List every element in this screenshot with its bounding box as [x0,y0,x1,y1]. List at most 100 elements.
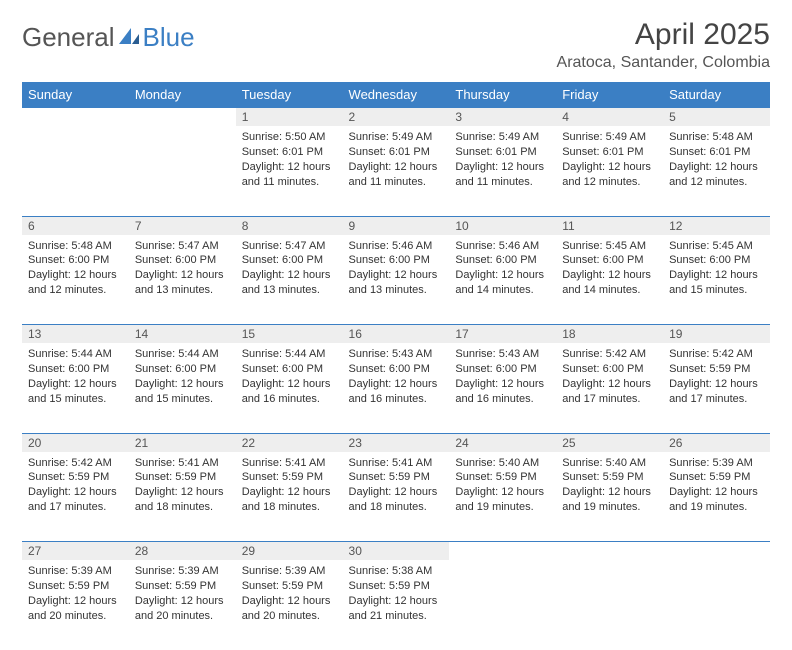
sunset-line: Sunset: 6:00 PM [562,253,657,268]
day-cell: Sunrise: 5:46 AMSunset: 6:00 PMDaylight:… [449,235,556,325]
day-cell: Sunrise: 5:46 AMSunset: 6:00 PMDaylight:… [343,235,450,325]
day-content: Sunrise: 5:42 AMSunset: 5:59 PMDaylight:… [22,452,129,523]
sunrise-line: Sunrise: 5:39 AM [242,564,337,579]
day-cell: Sunrise: 5:41 AMSunset: 5:59 PMDaylight:… [236,452,343,542]
sunrise-line: Sunrise: 5:40 AM [562,456,657,471]
day-number-cell: 12 [663,216,770,235]
day-cell: Sunrise: 5:43 AMSunset: 6:00 PMDaylight:… [449,343,556,433]
sunset-line: Sunset: 6:00 PM [669,253,764,268]
sunrise-line: Sunrise: 5:48 AM [28,239,123,254]
day-number-cell [449,542,556,561]
sunset-line: Sunset: 5:59 PM [669,362,764,377]
day-content: Sunrise: 5:41 AMSunset: 5:59 PMDaylight:… [343,452,450,523]
sunrise-line: Sunrise: 5:49 AM [455,130,550,145]
daylight-line: Daylight: 12 hours and 17 minutes. [562,377,657,407]
daylight-line: Daylight: 12 hours and 18 minutes. [349,485,444,515]
daylight-line: Daylight: 12 hours and 17 minutes. [28,485,123,515]
sunset-line: Sunset: 5:59 PM [28,579,123,594]
daylight-line: Daylight: 12 hours and 13 minutes. [135,268,230,298]
day-header: Friday [556,82,663,108]
day-content: Sunrise: 5:39 AMSunset: 5:59 PMDaylight:… [236,560,343,631]
day-content: Sunrise: 5:41 AMSunset: 5:59 PMDaylight:… [236,452,343,523]
sunset-line: Sunset: 6:01 PM [669,145,764,160]
day-number-cell: 20 [22,433,129,452]
daylight-line: Daylight: 12 hours and 16 minutes. [455,377,550,407]
daylight-line: Daylight: 12 hours and 15 minutes. [669,268,764,298]
daylight-line: Daylight: 12 hours and 15 minutes. [28,377,123,407]
day-content: Sunrise: 5:39 AMSunset: 5:59 PMDaylight:… [663,452,770,523]
daylight-line: Daylight: 12 hours and 15 minutes. [135,377,230,407]
day-cell: Sunrise: 5:47 AMSunset: 6:00 PMDaylight:… [236,235,343,325]
daylight-line: Daylight: 12 hours and 14 minutes. [455,268,550,298]
logo: General Blue [22,22,195,53]
day-number-cell: 24 [449,433,556,452]
header: General Blue April 2025 Aratoca, Santand… [22,18,770,72]
sunset-line: Sunset: 6:00 PM [349,362,444,377]
day-number-cell: 21 [129,433,236,452]
sunrise-line: Sunrise: 5:43 AM [349,347,444,362]
sunset-line: Sunset: 6:01 PM [242,145,337,160]
sunset-line: Sunset: 6:00 PM [455,362,550,377]
day-cell: Sunrise: 5:44 AMSunset: 6:00 PMDaylight:… [22,343,129,433]
day-content: Sunrise: 5:39 AMSunset: 5:59 PMDaylight:… [129,560,236,631]
sunset-line: Sunset: 6:01 PM [349,145,444,160]
location: Aratoca, Santander, Colombia [557,54,770,72]
sunrise-line: Sunrise: 5:41 AM [242,456,337,471]
day-number-cell: 1 [236,108,343,127]
sunrise-line: Sunrise: 5:40 AM [455,456,550,471]
day-number-cell: 25 [556,433,663,452]
daylight-line: Daylight: 12 hours and 21 minutes. [349,594,444,624]
daylight-line: Daylight: 12 hours and 18 minutes. [135,485,230,515]
day-number-cell: 5 [663,108,770,127]
day-cell: Sunrise: 5:39 AMSunset: 5:59 PMDaylight:… [236,560,343,650]
logo-text-general: General [22,22,115,53]
day-number-cell: 11 [556,216,663,235]
daylight-line: Daylight: 12 hours and 13 minutes. [242,268,337,298]
day-cell: Sunrise: 5:47 AMSunset: 6:00 PMDaylight:… [129,235,236,325]
daylight-line: Daylight: 12 hours and 11 minutes. [242,160,337,190]
daylight-line: Daylight: 12 hours and 16 minutes. [242,377,337,407]
day-cell: Sunrise: 5:42 AMSunset: 6:00 PMDaylight:… [556,343,663,433]
day-cell: Sunrise: 5:39 AMSunset: 5:59 PMDaylight:… [22,560,129,650]
sunset-line: Sunset: 5:59 PM [28,470,123,485]
day-number-cell: 7 [129,216,236,235]
day-cell: Sunrise: 5:45 AMSunset: 6:00 PMDaylight:… [663,235,770,325]
day-content-row: Sunrise: 5:50 AMSunset: 6:01 PMDaylight:… [22,126,770,216]
day-content-row: Sunrise: 5:48 AMSunset: 6:00 PMDaylight:… [22,235,770,325]
day-content: Sunrise: 5:44 AMSunset: 6:00 PMDaylight:… [129,343,236,414]
sunrise-line: Sunrise: 5:39 AM [669,456,764,471]
day-cell: Sunrise: 5:41 AMSunset: 5:59 PMDaylight:… [129,452,236,542]
day-cell: Sunrise: 5:49 AMSunset: 6:01 PMDaylight:… [343,126,450,216]
sunset-line: Sunset: 5:59 PM [562,470,657,485]
logo-text-blue: Blue [143,22,195,53]
day-number-cell: 30 [343,542,450,561]
logo-sail-icon [117,22,141,53]
day-content: Sunrise: 5:49 AMSunset: 6:01 PMDaylight:… [343,126,450,197]
day-content: Sunrise: 5:44 AMSunset: 6:00 PMDaylight:… [236,343,343,414]
day-number-cell: 9 [343,216,450,235]
day-content: Sunrise: 5:39 AMSunset: 5:59 PMDaylight:… [22,560,129,631]
day-header: Tuesday [236,82,343,108]
sunrise-line: Sunrise: 5:49 AM [562,130,657,145]
day-number-cell: 14 [129,325,236,344]
day-number-row: 20212223242526 [22,433,770,452]
day-number-cell: 18 [556,325,663,344]
daylight-line: Daylight: 12 hours and 19 minutes. [562,485,657,515]
sunset-line: Sunset: 5:59 PM [669,470,764,485]
sunrise-line: Sunrise: 5:41 AM [349,456,444,471]
day-cell: Sunrise: 5:48 AMSunset: 6:00 PMDaylight:… [22,235,129,325]
day-cell: Sunrise: 5:45 AMSunset: 6:00 PMDaylight:… [556,235,663,325]
sunset-line: Sunset: 6:00 PM [455,253,550,268]
day-content: Sunrise: 5:40 AMSunset: 5:59 PMDaylight:… [556,452,663,523]
day-number-cell: 16 [343,325,450,344]
day-content: Sunrise: 5:47 AMSunset: 6:00 PMDaylight:… [129,235,236,306]
sunrise-line: Sunrise: 5:48 AM [669,130,764,145]
day-content: Sunrise: 5:38 AMSunset: 5:59 PMDaylight:… [343,560,450,631]
day-number-cell [556,542,663,561]
sunset-line: Sunset: 5:59 PM [135,579,230,594]
day-number-cell: 26 [663,433,770,452]
day-cell [129,126,236,216]
sunrise-line: Sunrise: 5:46 AM [349,239,444,254]
day-header-row: Sunday Monday Tuesday Wednesday Thursday… [22,82,770,108]
day-number-cell: 17 [449,325,556,344]
